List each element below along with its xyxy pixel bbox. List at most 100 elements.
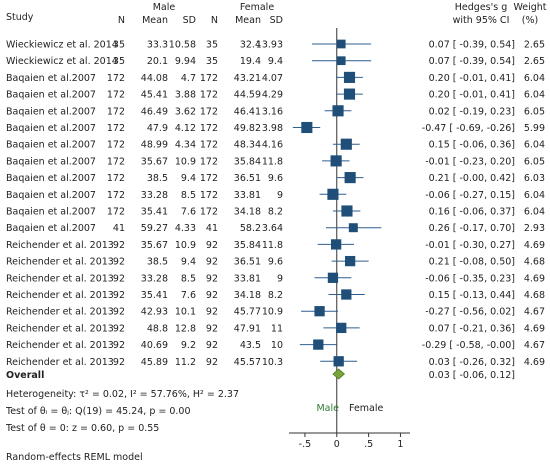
ci-text: 0.16 [ -0.06, 0.37]: [429, 207, 515, 218]
sd-female: 9: [277, 273, 283, 284]
favors-male-label: Male: [316, 403, 339, 414]
mean-female: 19.4: [240, 56, 261, 67]
weight: 4.69: [524, 357, 545, 368]
study-name: Baqaien et al.2007: [6, 190, 96, 201]
header: Study Male Female N Mean SD N Mean SD He…: [6, 2, 547, 26]
table-row: Baqaien et al.2007 172 48.99 4.34 172 48.34 4.…: [6, 140, 545, 151]
weight: 4.69: [524, 273, 545, 284]
ci-text: 0.21 [ -0.08, 0.50]: [429, 257, 515, 268]
n-female: 172: [200, 123, 218, 134]
mean-female: 34.18: [234, 207, 261, 218]
mean-female: 43.21: [234, 73, 261, 84]
effect-marker: [301, 121, 313, 134]
table-row: Reichender et al. 2013 92 48.8 12.8 92 47.91 1…: [6, 323, 545, 334]
sd-male: 11.2: [175, 357, 196, 368]
sd-female: 9.6: [268, 257, 283, 268]
ci-text: -0.29 [ -0.58, -0.00]: [422, 340, 515, 351]
mean-male: 35.67: [141, 240, 168, 251]
mean-male: 35.41: [141, 290, 168, 301]
sd-female: 9: [277, 190, 283, 201]
mean-male: 44.08: [141, 73, 168, 84]
effect-marker: [341, 205, 353, 217]
mean-male: 33.28: [141, 273, 168, 284]
n-male: 172: [107, 106, 125, 117]
n-male: 172: [107, 140, 125, 151]
study-name: Reichender et al. 2013: [6, 290, 114, 301]
sd-male: 10.58: [169, 40, 196, 51]
header-sd-male: SD: [183, 15, 196, 26]
n-male: 172: [107, 173, 125, 184]
study-name: Reichender et al. 2013: [6, 307, 114, 318]
plot-marks: -.5 0 .5 1: [289, 28, 410, 450]
table-row: Baqaien et al.2007 41 59.27 4.33 41 58.2 3.64 0…: [6, 223, 545, 234]
mean-female: 32.4: [240, 40, 261, 51]
effect-marker: [336, 56, 346, 66]
sd-male: 4.7: [181, 73, 196, 84]
mean-male: 33.28: [141, 190, 168, 201]
effect-marker: [343, 88, 356, 100]
mean-female: 34.18: [234, 290, 261, 301]
mean-female: 33.81: [234, 190, 261, 201]
table-row: Baqaien et al.2007 172 33.28 8.5 172 33.81 9 -0…: [6, 190, 545, 201]
sd-female: 9.4: [268, 56, 283, 67]
sd-male: 7.6: [181, 207, 196, 218]
n-male: 92: [113, 340, 125, 351]
sd-female: 11.8: [262, 240, 283, 251]
ci-text: 0.07 [ -0.39, 0.54]: [429, 40, 515, 51]
favors-female-label: Female: [349, 403, 384, 414]
mean-male: 45.89: [141, 357, 168, 368]
sd-female: 8.2: [268, 207, 283, 218]
effect-marker: [336, 39, 346, 49]
n-female: 172: [200, 90, 218, 101]
mean-male: 48.99: [141, 140, 168, 151]
sd-female: 10.3: [262, 357, 283, 368]
n-male: 172: [107, 207, 125, 218]
n-female: 172: [200, 140, 218, 151]
mean-female: 58.2: [240, 223, 261, 234]
study-name: Reichender et al. 2013: [6, 240, 114, 251]
x-tick-label: .5: [364, 439, 373, 450]
n-female: 172: [200, 190, 218, 201]
sd-male: 9.4: [181, 173, 196, 184]
sd-female: 10: [271, 340, 283, 351]
table-row: Baqaien et al.2007 172 47.9 4.12 172 49.82 3.9…: [6, 123, 545, 134]
study-name: Reichender et al. 2013: [6, 357, 114, 368]
table-row: Reichender et al. 2013 92 45.89 11.2 92 45.57…: [6, 357, 545, 368]
header-mean-male: Mean: [142, 15, 168, 26]
mean-male: 20.1: [147, 56, 168, 67]
ci-text: -0.06 [ -0.35, 0.23]: [425, 273, 515, 284]
study-name: Baqaien et al.2007: [6, 140, 96, 151]
ci-text: -0.01 [ -0.30, 0.27]: [425, 240, 515, 251]
n-male: 41: [113, 223, 125, 234]
n-female: 92: [206, 273, 218, 284]
ci-text: 0.07 [ -0.39, 0.54]: [429, 56, 515, 67]
statistics: Heterogeneity: τ² = 0.02, I² = 57.76%, H…: [5, 389, 239, 434]
mean-male: 47.9: [147, 123, 168, 134]
ci-text: -0.47 [ -0.69, -0.26]: [422, 123, 515, 134]
ci-text: 0.15 [ -0.06, 0.36]: [429, 140, 515, 151]
effect-marker: [336, 322, 347, 334]
mean-female: 35.84: [234, 240, 261, 251]
weight: 4.67: [524, 307, 545, 318]
weight: 2.65: [524, 56, 545, 67]
mean-female: 36.51: [234, 173, 261, 184]
mean-male: 45.41: [141, 90, 168, 101]
weight: 4.69: [524, 323, 545, 334]
table-row: Baqaien et al.2007 172 46.49 3.62 172 46.41 3.…: [6, 106, 545, 117]
n-female: 35: [206, 40, 218, 51]
table-row: Reichender et al. 2013 92 33.28 8.5 92 33.81 9…: [6, 273, 545, 284]
mean-male: 33.3: [147, 40, 168, 51]
study-name: Reichender et al. 2013: [6, 340, 114, 351]
mean-female: 49.82: [234, 123, 261, 134]
n-male: 35: [113, 40, 125, 51]
ci-text: 0.26 [ -0.17, 0.70]: [429, 223, 515, 234]
table-row: Baqaien et al.2007 172 38.5 9.4 172 36.51 9.6 0…: [6, 173, 545, 184]
sd-male: 4.12: [175, 123, 196, 134]
n-female: 92: [206, 290, 218, 301]
study-name: Baqaien et al.2007: [6, 90, 96, 101]
header-effect-line1: Hedges's g: [455, 2, 507, 13]
n-male: 172: [107, 73, 125, 84]
sd-male: 10.9: [175, 240, 196, 251]
weight: 6.03: [524, 173, 545, 184]
